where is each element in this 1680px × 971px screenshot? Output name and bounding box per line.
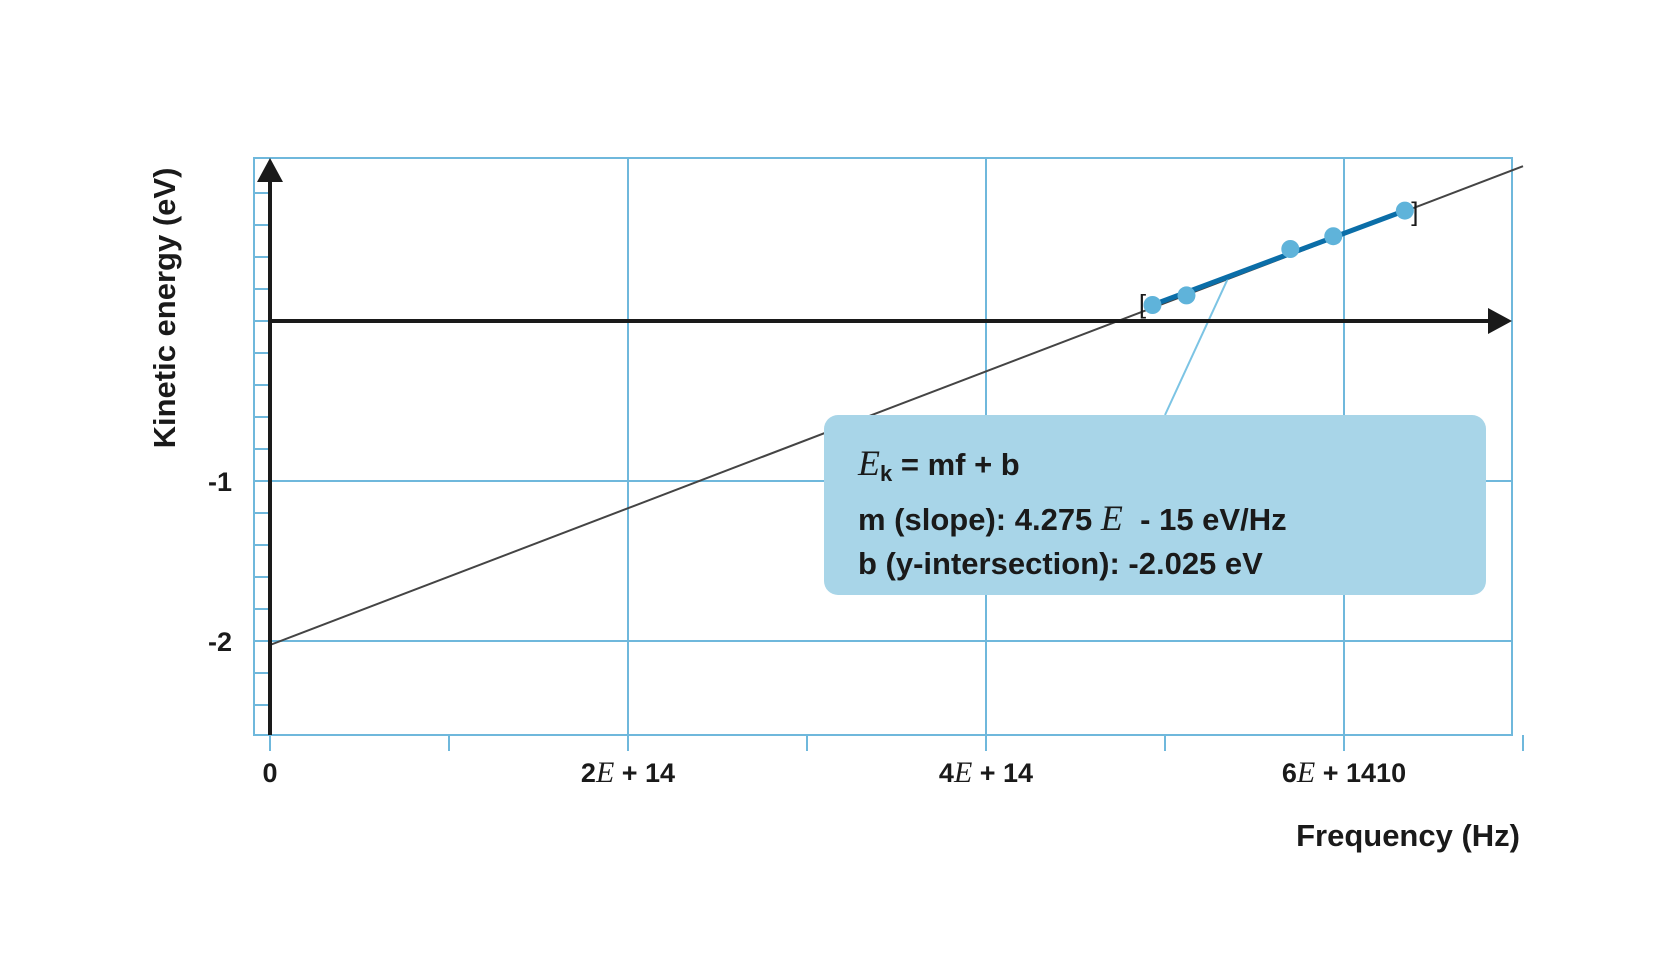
x-axis-label: Frequency (Hz) xyxy=(1296,818,1520,853)
fit-equation: Ek = mf + b xyxy=(858,441,1486,496)
intercept-text: b (y-intersection): -2.025 eV xyxy=(858,546,1263,581)
y-tick-label: -1 xyxy=(208,467,232,497)
x-tick-label: 4E + 14 xyxy=(939,756,1033,789)
y-tick-labels: -1 -2 xyxy=(208,467,232,657)
x-tick-label: 2E + 14 xyxy=(581,756,675,789)
axes xyxy=(257,158,1512,735)
equation-rest: = mf + b xyxy=(892,447,1020,482)
range-brackets: [] xyxy=(1139,197,1419,319)
energy-symbol: E xyxy=(858,443,880,483)
plot-border xyxy=(253,157,1513,736)
x-tick-label: 0 xyxy=(262,758,277,788)
data-point xyxy=(1177,286,1196,305)
x-axis-arrow xyxy=(1488,308,1512,334)
slope-text: m (slope): 4.275 E - 15 eV/Hz xyxy=(858,496,1486,542)
y-axis-arrow xyxy=(257,158,283,182)
data-point xyxy=(1324,227,1343,246)
data-point xyxy=(1143,296,1162,314)
fit-segment xyxy=(1151,208,1406,308)
data-point xyxy=(1281,240,1300,258)
fit-equation-box: Ek = mf + b m (slope): 4.275 E - 15 eV/H… xyxy=(824,415,1486,595)
callout-line xyxy=(1164,278,1229,416)
data-point xyxy=(1395,201,1414,220)
range-bracket-right: ] xyxy=(1411,197,1418,227)
y-tick-label: -2 xyxy=(208,627,232,657)
range-bracket-left: [ xyxy=(1139,289,1147,319)
y-axis-label: Kinetic energy (eV) xyxy=(147,168,182,449)
slope-unit: - 15 eV/Hz xyxy=(1122,502,1287,537)
minor-ticks xyxy=(254,192,1524,751)
energy-subscript: k xyxy=(880,461,893,486)
x-tick-labels: 0 2E + 14 4E + 14 6E + 1410 xyxy=(262,756,1406,789)
data-points xyxy=(1143,201,1414,314)
slope-exponent-symbol: E xyxy=(1100,498,1123,538)
x-tick-label: 6E + 1410 xyxy=(1282,756,1406,789)
slope-value: m (slope): 4.275 xyxy=(858,502,1101,537)
